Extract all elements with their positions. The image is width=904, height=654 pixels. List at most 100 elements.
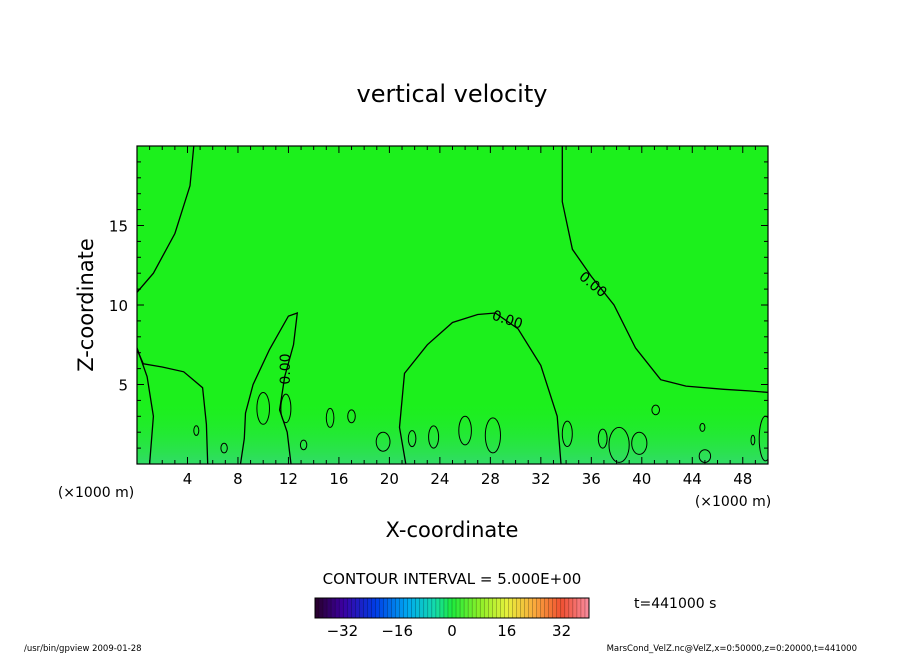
colorbar-cell [439, 598, 445, 618]
colorbar-tick-label: 16 [497, 622, 516, 640]
closed-contour-5 [347, 409, 356, 424]
closed-contour-14 [651, 404, 661, 416]
color-field-lowlevel-band [137, 404, 768, 464]
colorbar-cell [492, 598, 497, 618]
y-axis-label: Z-coordinate [74, 238, 98, 372]
colorbar-cell [403, 598, 408, 618]
colorbar-cell [447, 598, 453, 618]
colorbar-cell [580, 598, 586, 618]
colorbar-cell [480, 598, 485, 618]
x-tick-label: 16 [329, 470, 348, 488]
colorbar-cell [319, 598, 324, 618]
colorbar [314, 597, 590, 619]
colorbar-cell [568, 598, 574, 618]
x-tick-label: 4 [183, 470, 193, 488]
colorbar-cell [452, 598, 457, 618]
closed-contour-4 [325, 407, 335, 428]
colorbar-cell [371, 598, 376, 618]
closed-contour-12 [193, 425, 200, 436]
colorbar-cell [496, 598, 501, 618]
closed-contour-19 [407, 430, 417, 448]
x-tick-label: 12 [279, 470, 298, 488]
contour-label-1: 0.00 [278, 353, 294, 384]
closed-contour-17 [428, 425, 440, 449]
time-text: t=441000 s [634, 596, 716, 612]
x-tick-label: 8 [233, 470, 243, 488]
colorbar-cell [423, 598, 429, 618]
colorbar-cell [552, 598, 558, 618]
x-tick-label: 20 [380, 470, 399, 488]
colorbar-cell [548, 598, 554, 618]
colorbar-cell [476, 598, 481, 618]
colorbar-cell [544, 598, 550, 618]
colorbar-cell [472, 598, 477, 618]
x-tick-label: 32 [531, 470, 550, 488]
colorbar-cell [540, 598, 545, 618]
colorbar-cell [407, 598, 413, 618]
colorbar-tick-label: 32 [552, 622, 571, 640]
colorbar-cell [415, 598, 421, 618]
colorbar-cell [327, 598, 332, 618]
chart-title: vertical velocity [357, 80, 548, 108]
closed-contour-13 [597, 428, 608, 449]
footer-left-text: /usr/bin/gpview 2009-01-28 [24, 644, 142, 654]
colorbar-cell [367, 598, 372, 618]
footer-right-text: MarsCond_VelZ.nc@VelZ,x=0:50000,z=0:2000… [607, 644, 857, 654]
closed-contour-18 [299, 439, 308, 451]
closed-contour-1 [375, 431, 391, 452]
closed-contour-2 [631, 431, 648, 455]
colorbar-cell [335, 598, 340, 618]
colorbar-cell [464, 598, 469, 618]
closed-contour-10 [256, 392, 271, 425]
closed-contour-11 [220, 442, 228, 454]
colorbar-cell [460, 598, 465, 618]
colorbar-cell [508, 598, 513, 618]
closed-contour-8 [608, 426, 630, 463]
colorbar-cell [528, 598, 533, 618]
colorbar-cell [556, 598, 562, 618]
zero-contour-5 [398, 312, 562, 464]
closed-contour-7 [484, 417, 501, 454]
colorbar-cell [347, 598, 352, 618]
colorbar-cell [363, 598, 368, 618]
colorbar-cell [355, 598, 360, 618]
colorbar-tick-label: 0 [447, 622, 457, 640]
colorbar-cell [351, 598, 356, 618]
colorbar-cell [427, 598, 433, 618]
colorbar-cell [456, 598, 461, 618]
colorbar-cell [560, 598, 566, 618]
colorbar-cell [484, 598, 489, 618]
colorbar-cell [375, 598, 380, 618]
contour-lines [137, 146, 768, 464]
plot-area: 0.00 0.00 0.00 [136, 145, 769, 465]
colorbar-cell [343, 598, 348, 618]
colorbar-cell [532, 598, 537, 618]
closed-contour-20 [561, 420, 573, 447]
colorbar-cell [536, 598, 541, 618]
colorbar-cell [504, 598, 509, 618]
x-tick-label: 44 [683, 470, 702, 488]
zero-contour-3 [137, 349, 209, 464]
colorbar-cell [399, 598, 404, 618]
zero-contour-2 [137, 146, 195, 293]
x-unit-left: (×1000 m) [58, 485, 134, 501]
colorbar-cell [395, 598, 400, 618]
colorbar-cell [435, 598, 441, 618]
colorbar-cell [323, 598, 328, 618]
colorbar-tick-label: −16 [381, 622, 413, 640]
colorbar-cell [576, 598, 582, 618]
colorbar-cell [411, 598, 417, 618]
colorbar-cell [468, 598, 473, 618]
closed-contour-6 [458, 415, 472, 446]
colorbar-cell [512, 598, 517, 618]
colorbar-frame [314, 597, 590, 619]
contour-interval-text: CONTOUR INTERVAL = 5.000E+00 [323, 570, 582, 588]
colorbar-cell [500, 598, 505, 618]
colorbar-cell [443, 598, 449, 618]
y-axis: 5 10 15 [109, 161, 768, 449]
colorbar-cell [564, 598, 570, 618]
colorbar-cell [524, 598, 529, 618]
colorbar-cell [391, 598, 396, 618]
x-tick-label: 28 [481, 470, 500, 488]
